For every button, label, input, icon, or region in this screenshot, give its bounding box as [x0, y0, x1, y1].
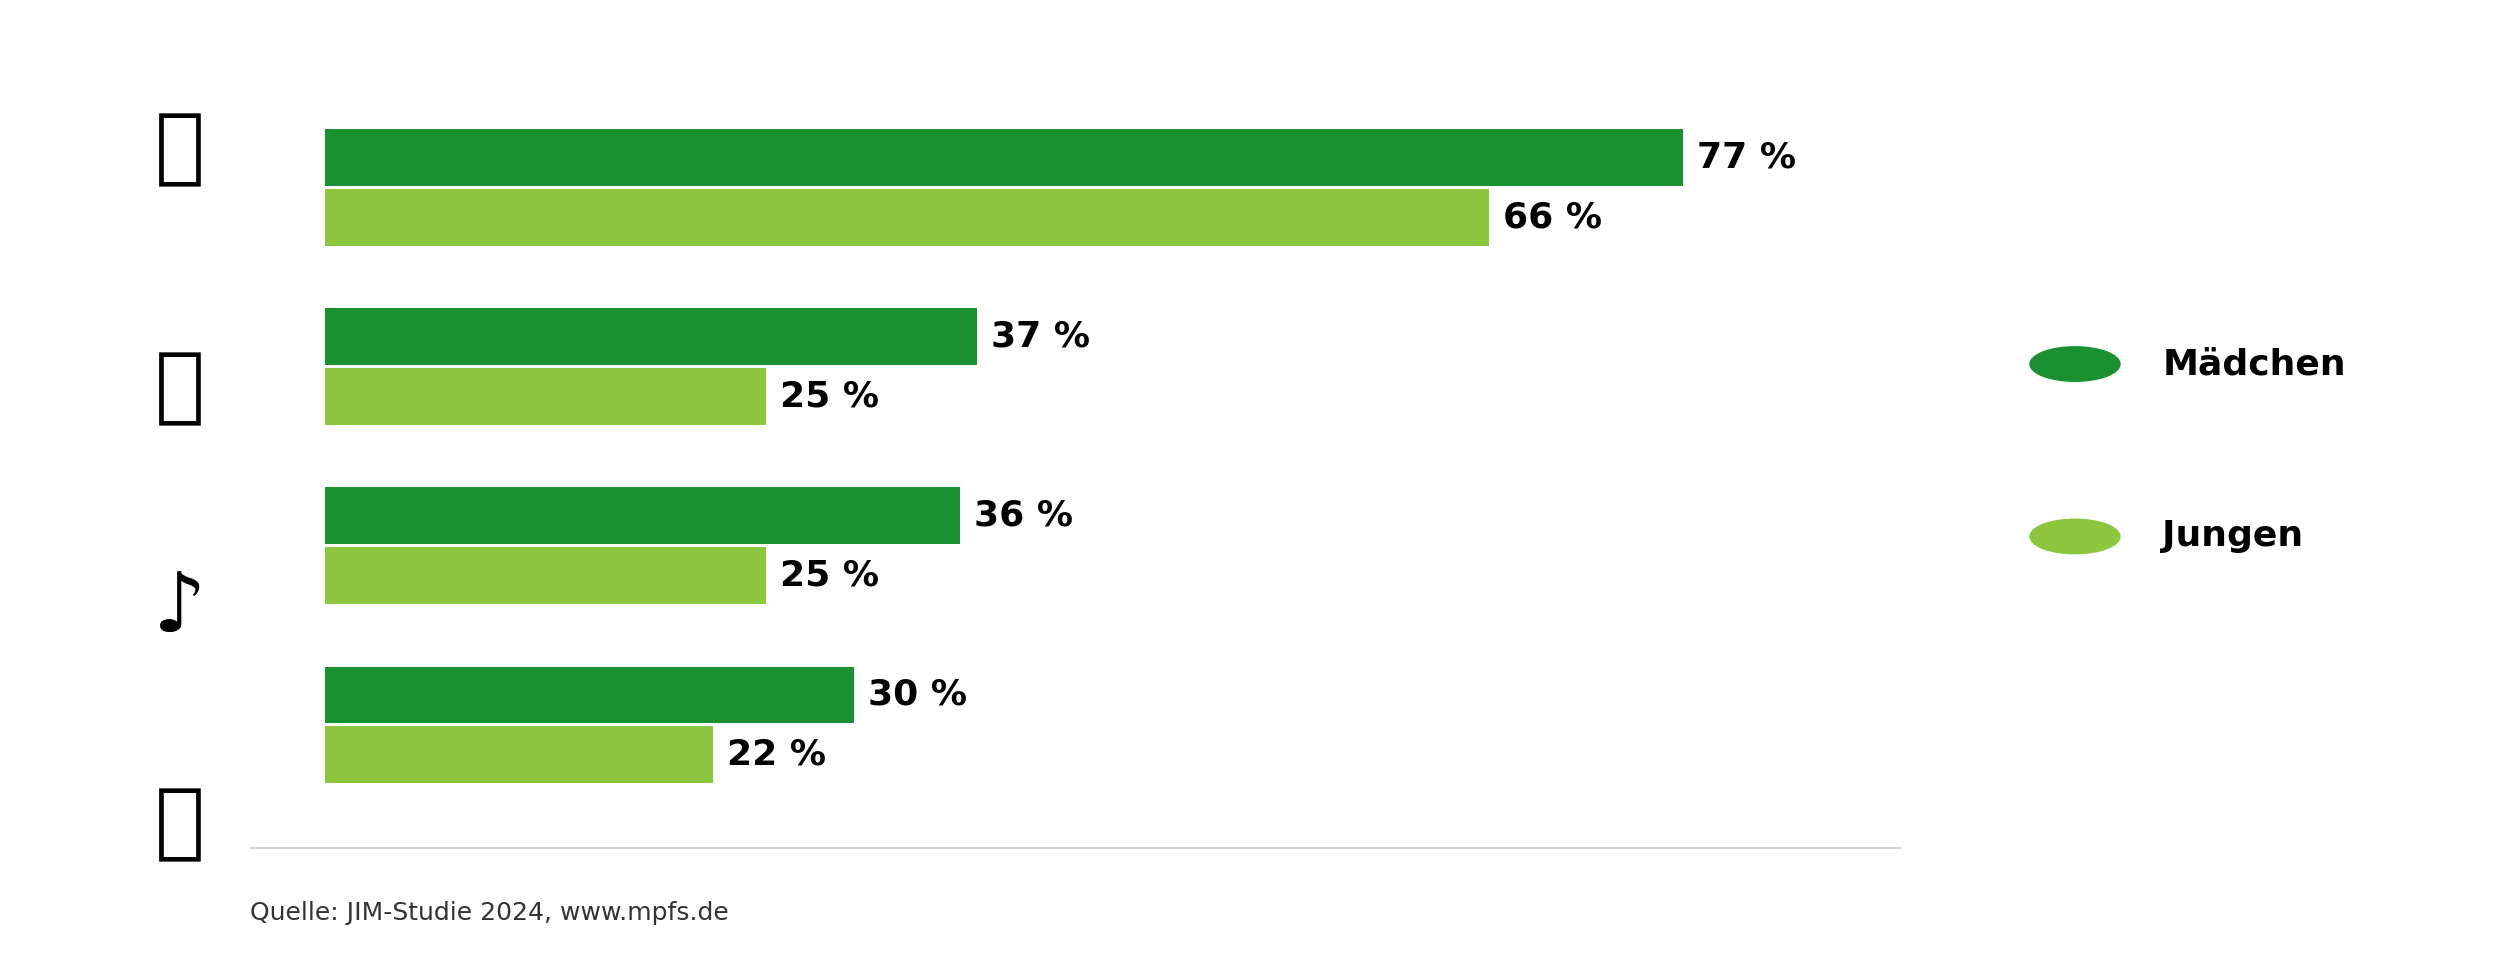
- Bar: [325, 726, 712, 783]
- Text: Mädchen: Mädchen: [2162, 347, 2345, 381]
- Text: 💬: 💬: [155, 108, 205, 189]
- Bar: [325, 189, 1488, 246]
- Text: 77 %: 77 %: [1698, 141, 1795, 174]
- Bar: [325, 368, 765, 424]
- Text: 30 %: 30 %: [867, 678, 968, 712]
- Text: 25 %: 25 %: [780, 379, 880, 414]
- Text: ♪: ♪: [152, 568, 208, 649]
- Text: Jungen: Jungen: [2162, 519, 2302, 554]
- Text: 📷: 📷: [155, 348, 205, 428]
- Text: Quelle: JIM-Studie 2024, www.mpfs.de: Quelle: JIM-Studie 2024, www.mpfs.de: [250, 901, 730, 924]
- Bar: [325, 667, 855, 723]
- Text: 👻: 👻: [155, 784, 205, 864]
- Bar: [325, 308, 978, 365]
- Text: 66 %: 66 %: [1502, 200, 1602, 235]
- Text: 37 %: 37 %: [992, 320, 1090, 354]
- Bar: [325, 547, 765, 604]
- Bar: [325, 488, 960, 544]
- Text: 25 %: 25 %: [780, 559, 880, 593]
- Bar: [325, 129, 1682, 186]
- Text: 22 %: 22 %: [728, 738, 825, 771]
- Text: 36 %: 36 %: [975, 499, 1072, 533]
